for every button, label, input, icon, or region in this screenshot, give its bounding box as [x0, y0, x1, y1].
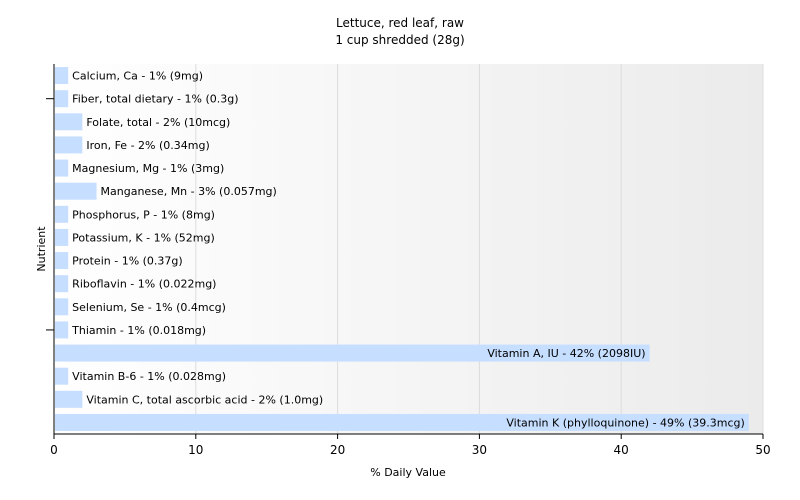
bar — [55, 321, 69, 339]
x-tick-label: 50 — [755, 443, 770, 457]
bar-label: Calcium, Ca - 1% (9mg) — [72, 70, 203, 83]
bar — [55, 344, 650, 362]
x-tick-label: 30 — [472, 443, 487, 457]
bar — [55, 413, 749, 431]
bar-label: Vitamin B-6 - 1% (0.028mg) — [72, 370, 226, 383]
bar — [55, 252, 69, 270]
bar — [55, 136, 83, 154]
x-tick-label: 40 — [614, 443, 629, 457]
bar-label: Vitamin C, total ascorbic acid - 2% (1.0… — [86, 393, 323, 406]
bar-label: Phosphorus, P - 1% (8mg) — [72, 208, 215, 221]
bar — [55, 298, 69, 316]
x-tick-label: 10 — [188, 443, 203, 457]
bar-label: Vitamin K (phylloquinone) - 49% (39.3mcg… — [506, 416, 744, 429]
y-axis-label: Nutrient — [35, 226, 48, 272]
bar — [55, 113, 83, 131]
x-tick-label: 0 — [50, 443, 58, 457]
bar — [55, 390, 83, 408]
bar-label: Folate, total - 2% (10mcg) — [86, 116, 230, 129]
bar-label: Riboflavin - 1% (0.022mg) — [72, 278, 216, 291]
chart-title: Lettuce, red leaf, raw — [336, 16, 464, 30]
bar — [55, 275, 69, 293]
bar — [55, 205, 69, 223]
bar-label: Fiber, total dietary - 1% (0.3g) — [72, 93, 238, 106]
bar — [55, 67, 69, 85]
bar-label: Protein - 1% (0.37g) — [72, 255, 183, 268]
bar — [55, 228, 69, 246]
bar — [55, 182, 97, 200]
bar — [55, 90, 69, 108]
bar-label: Iron, Fe - 2% (0.34mg) — [86, 139, 209, 152]
x-axis-label: % Daily Value — [370, 466, 446, 479]
chart-subtitle: 1 cup shredded (28g) — [335, 33, 464, 47]
plot-area: Calcium, Ca - 1% (9mg) Fiber, total dieta… — [46, 64, 771, 457]
bar — [55, 367, 69, 385]
bar-label: Potassium, K - 1% (52mg) — [72, 231, 215, 244]
bar-label: Selenium, Se - 1% (0.4mcg) — [72, 301, 226, 314]
plot-background — [54, 64, 763, 434]
bar-label: Magnesium, Mg - 1% (3mg) — [72, 162, 224, 175]
bar-label: Vitamin A, IU - 42% (2098IU) — [487, 347, 645, 360]
bar-label: Manganese, Mn - 3% (0.057mg) — [101, 185, 277, 198]
bar — [55, 159, 69, 177]
bar-label: Thiamin - 1% (0.018mg) — [71, 324, 206, 337]
x-tick-label: 20 — [330, 443, 345, 457]
